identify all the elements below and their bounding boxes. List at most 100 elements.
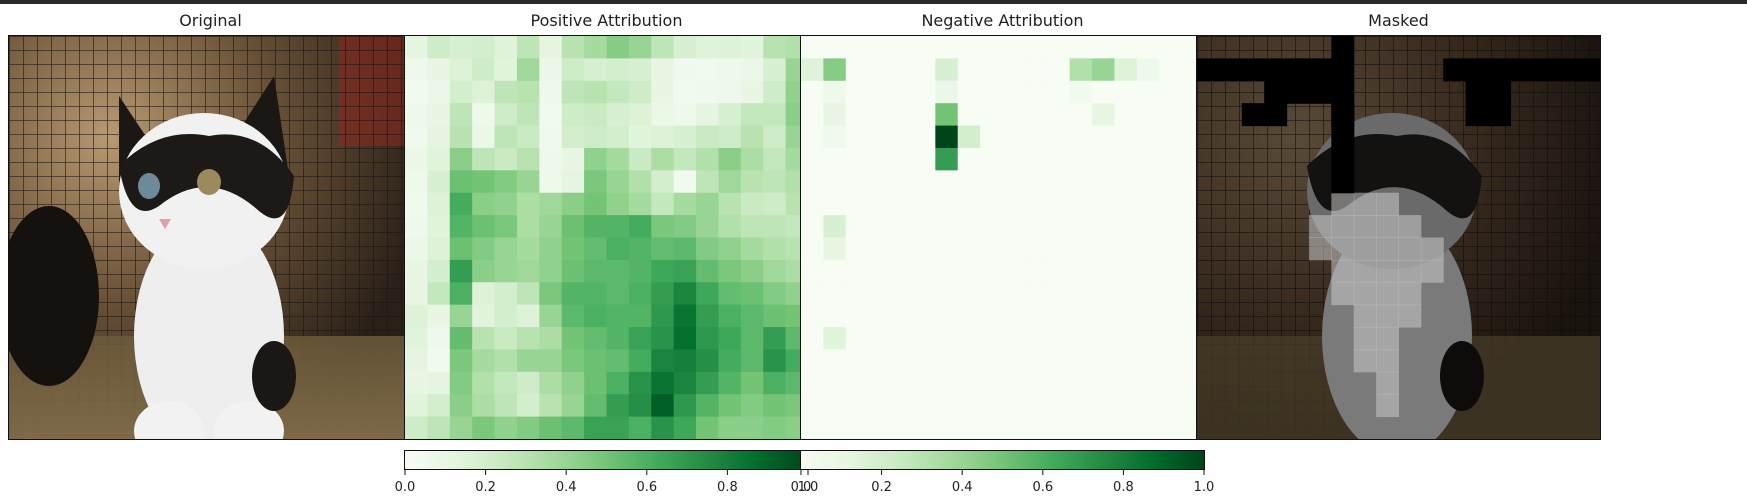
negative-heatmap-cell-3-4 [890, 103, 914, 127]
masked-black-cell [1510, 58, 1534, 82]
positive-heatmap-cell-5-4 [494, 147, 518, 171]
negative-heatmap-cell-0-8 [980, 36, 1004, 59]
positive-heatmap-cell-7-2 [449, 192, 473, 216]
positive-heatmap-cell-17-14 [718, 416, 742, 439]
positive-heatmap-cell-15-5 [516, 371, 540, 395]
original-title: Original [179, 11, 242, 30]
positive-heatmap-cell-15-11 [651, 371, 675, 395]
negative-heatmap-cell-14-12 [1069, 349, 1093, 373]
positive-attribution-title: Positive Attribution [530, 11, 683, 30]
positive-heatmap-cell-17-0 [405, 416, 428, 439]
negative-heatmap-cell-9-7 [957, 237, 981, 261]
masked-bright-cell [1331, 282, 1355, 306]
positive-heatmap-cell-3-16 [763, 103, 787, 127]
negative-heatmap-cell-8-16 [1159, 215, 1183, 239]
negative-heatmap-cell-3-0 [801, 103, 824, 127]
negative-heatmap-cell-13-13 [1092, 327, 1116, 351]
negative-heatmap-cell-13-16 [1159, 327, 1183, 351]
negative-colorbar [800, 450, 1205, 470]
negative-heatmap-cell-1-15 [1136, 58, 1160, 82]
kitten-body [134, 216, 284, 439]
positive-heatmap-cell-0-4 [494, 36, 518, 59]
masked-black-cell [1331, 80, 1355, 104]
positive-heatmap-cell-4-14 [718, 125, 742, 149]
negative-heatmap-cell-16-15 [1136, 394, 1160, 418]
positive-heatmap-cell-10-13 [696, 259, 720, 283]
negative-heatmap-cell-17-15 [1136, 416, 1160, 439]
negative-heatmap-cell-15-13 [1092, 371, 1116, 395]
original-image [8, 35, 413, 440]
positive-heatmap-cell-1-11 [651, 58, 675, 82]
positive-heatmap-cell-6-16 [763, 170, 787, 194]
positive-heatmap-cell-10-3 [472, 259, 496, 283]
positive-heatmap-cell-4-9 [606, 125, 630, 149]
masked-black-cell [1443, 58, 1467, 82]
positive-heatmap-cell-13-15 [740, 327, 764, 351]
positive-heatmap-cell-14-7 [561, 349, 585, 373]
positive-heatmap-cell-1-7 [561, 58, 585, 82]
positive-heatmap-cell-4-4 [494, 125, 518, 149]
negative-heatmap-cell-4-15 [1136, 125, 1160, 149]
positive-heatmap-cell-8-8 [584, 215, 608, 239]
masked-bright-cell [1376, 371, 1399, 395]
positive-heatmap-cell-6-1 [427, 170, 451, 194]
masked-bright-cell [1376, 304, 1399, 328]
positive-heatmap-cell-0-9 [606, 36, 630, 59]
masked-black-cell [1264, 103, 1288, 127]
negative-heatmap-cell-5-3 [868, 147, 892, 171]
negative-heatmap-cell-8-0 [801, 215, 824, 239]
negative-heatmap-cell-11-14 [1114, 282, 1138, 306]
negative-heatmap-cell-0-10 [1024, 36, 1048, 59]
negative-heatmap-cell-10-12 [1069, 259, 1093, 283]
negative-heatmap-cell-7-11 [1047, 192, 1071, 216]
negative-heatmap-cell-15-10 [1024, 371, 1048, 395]
negative-heatmap-cell-6-6 [935, 170, 959, 194]
positive-heatmap-cell-15-13 [696, 371, 720, 395]
negative-heatmap-cell-6-7 [957, 170, 981, 194]
positive-heatmap-cell-3-15 [740, 103, 764, 127]
positive-heatmap-cell-11-16 [763, 282, 787, 306]
positive-heatmap-cell-13-13 [696, 327, 720, 351]
positive-heatmap-cell-15-10 [628, 371, 652, 395]
negative-heatmap-cell-7-3 [868, 192, 892, 216]
negative-heatmap-cell-15-5 [912, 371, 936, 395]
masked-black-cell [1465, 80, 1489, 104]
negative-heatmap-cell-5-4 [890, 147, 914, 171]
negative-heatmap-cell-17-10 [1024, 416, 1048, 439]
positive-heatmap-cell-3-10 [628, 103, 652, 127]
negative-heatmap-cell-0-12 [1069, 36, 1093, 59]
negative-colorbar-tick-label: 0.8 [1113, 480, 1134, 495]
negative-heatmap-cell-12-7 [957, 304, 981, 328]
negative-heatmap-cell-8-10 [1024, 215, 1048, 239]
kitten-photo [9, 36, 412, 439]
positive-heatmap-cell-12-12 [673, 304, 697, 328]
positive-heatmap-cell-6-5 [516, 170, 540, 194]
positive-heatmap-cell-1-3 [472, 58, 496, 82]
positive-heatmap-cell-13-16 [763, 327, 787, 351]
positive-heatmap-cell-1-8 [584, 58, 608, 82]
negative-heatmap-cell-17-1 [823, 416, 847, 439]
positive-heatmap-cell-6-12 [673, 170, 697, 194]
positive-heatmap-cell-9-3 [472, 237, 496, 261]
masked-bright-cell [1376, 192, 1399, 216]
negative-heatmap-cell-13-0 [801, 327, 824, 351]
positive-heatmap-cell-0-12 [673, 36, 697, 59]
negative-heatmap-cell-5-2 [845, 147, 869, 171]
positive-heatmap-cell-14-5 [516, 349, 540, 373]
masked-black-cell [1308, 80, 1332, 104]
positive-heatmap-cell-3-12 [673, 103, 697, 127]
positive-heatmap-cell-17-4 [494, 416, 518, 439]
positive-heatmap-cell-16-16 [763, 394, 787, 418]
negative-heatmap-cell-16-14 [1114, 394, 1138, 418]
negative-heatmap-cell-7-7 [957, 192, 981, 216]
negative-heatmap-cell-13-10 [1024, 327, 1048, 351]
negative-heatmap-cell-11-13 [1092, 282, 1116, 306]
negative-heatmap-cell-13-6 [935, 327, 959, 351]
positive-heatmap-cell-16-9 [606, 394, 630, 418]
masked-title: Masked [1368, 11, 1429, 30]
positive-heatmap-cell-10-6 [539, 259, 563, 283]
negative-heatmap-cell-2-9 [1002, 80, 1026, 104]
negative-heatmap-cell-4-4 [890, 125, 914, 149]
positive-heatmap-cell-4-3 [472, 125, 496, 149]
negative-heatmap-cell-2-13 [1092, 80, 1116, 104]
